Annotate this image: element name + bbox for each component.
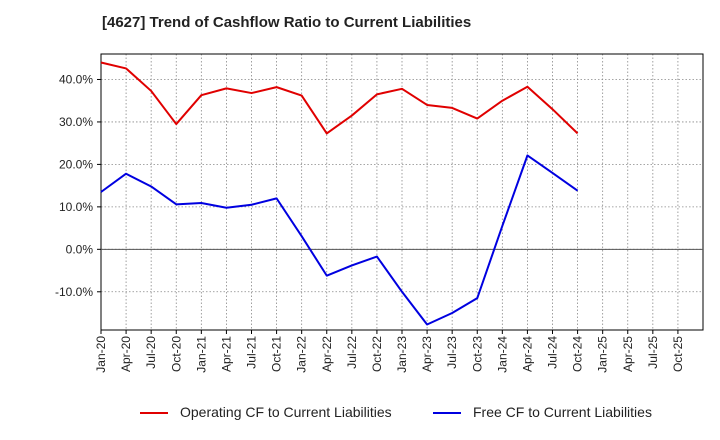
x-tick-label: Oct-25: [671, 336, 685, 372]
x-tick-label: Apr-21: [219, 336, 233, 372]
x-tick-label: Jul-25: [646, 336, 660, 369]
legend-item-operating-cf: Operating CF to Current Liabilities: [140, 404, 392, 420]
x-tick-label: Jan-24: [495, 336, 509, 373]
y-tick-label: -10.0%: [55, 285, 93, 299]
legend-item-free-cf: Free CF to Current Liabilities: [433, 404, 652, 420]
x-tick-label: Apr-20: [119, 336, 133, 372]
x-tick-label: Oct-24: [571, 336, 585, 372]
x-tick-label: Apr-25: [621, 336, 635, 372]
series-lines: [100, 61, 579, 326]
x-tick-label: Jul-24: [546, 336, 560, 369]
x-tick-label: Jan-25: [596, 336, 610, 373]
x-axis-ticks: Jan-20 Apr-20 Jul-20 Oct-20 Jan-21 Apr-21 Jul-…: [94, 330, 685, 373]
x-tick-label: Oct-23: [470, 336, 484, 372]
x-tick-label: Jul-22: [345, 336, 359, 369]
grid-lines: [101, 54, 703, 330]
x-tick-label: Oct-22: [370, 336, 384, 372]
legend-swatch-operating-cf: [140, 412, 168, 415]
x-tick-label: Oct-20: [169, 336, 183, 372]
series-line-free-cf: [100, 154, 579, 326]
y-axis-ticks: -10.0% 0.0% 10.0% 20.0% 30.0% 40.0%: [55, 72, 101, 299]
x-tick-label: Jul-21: [245, 336, 259, 369]
x-tick-label: Jan-22: [295, 336, 309, 373]
x-tick-label: Jan-20: [94, 336, 108, 373]
x-tick-label: Jul-20: [144, 336, 158, 369]
y-tick-label: 0.0%: [66, 242, 94, 256]
x-tick-label: Apr-22: [320, 336, 334, 372]
y-tick-label: 10.0%: [59, 200, 93, 214]
legend-label-free-cf: Free CF to Current Liabilities: [473, 404, 652, 420]
x-tick-label: Oct-21: [270, 336, 284, 372]
x-tick-label: Jan-21: [194, 336, 208, 373]
series-line-operating-cf: [100, 61, 579, 135]
y-tick-label: 30.0%: [59, 115, 93, 129]
x-tick-label: Jan-23: [395, 336, 409, 373]
x-tick-label: Apr-23: [420, 336, 434, 372]
legend-swatch-free-cf: [433, 412, 461, 415]
y-tick-label: 40.0%: [59, 72, 93, 86]
y-tick-label: 20.0%: [59, 157, 93, 171]
x-tick-label: Apr-24: [520, 336, 534, 372]
x-tick-label: Jul-23: [445, 336, 459, 369]
chart-title: [4627] Trend of Cashflow Ratio to Curren…: [102, 14, 472, 31]
legend-label-operating-cf: Operating CF to Current Liabilities: [180, 404, 392, 420]
